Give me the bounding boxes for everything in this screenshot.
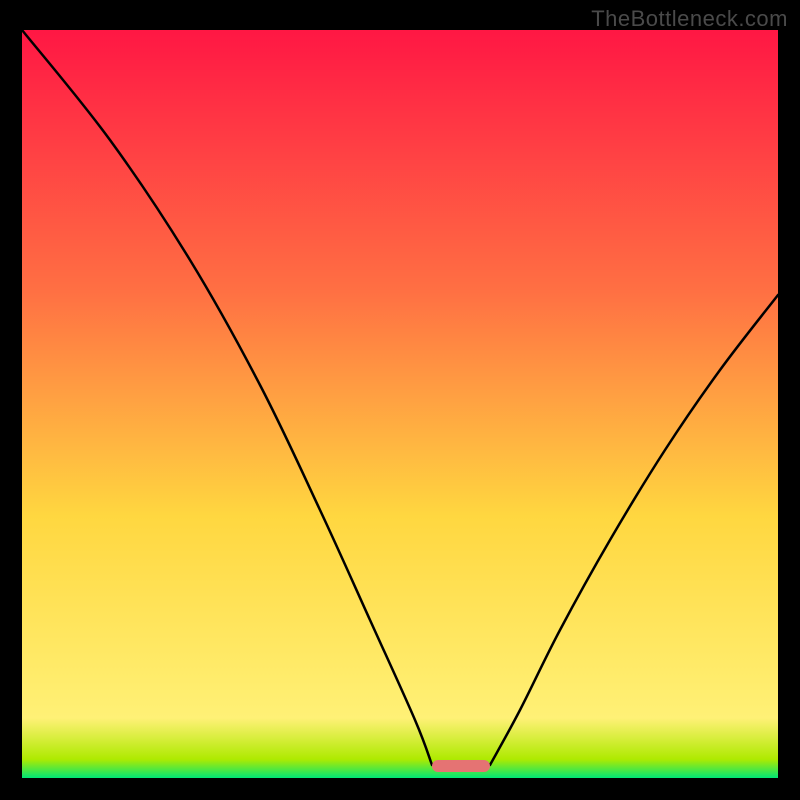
watermark-text: TheBottleneck.com	[591, 6, 788, 32]
chart-container: TheBottleneck.com	[0, 0, 800, 800]
plot-gradient-area	[22, 30, 778, 778]
optimal-marker	[432, 760, 490, 772]
